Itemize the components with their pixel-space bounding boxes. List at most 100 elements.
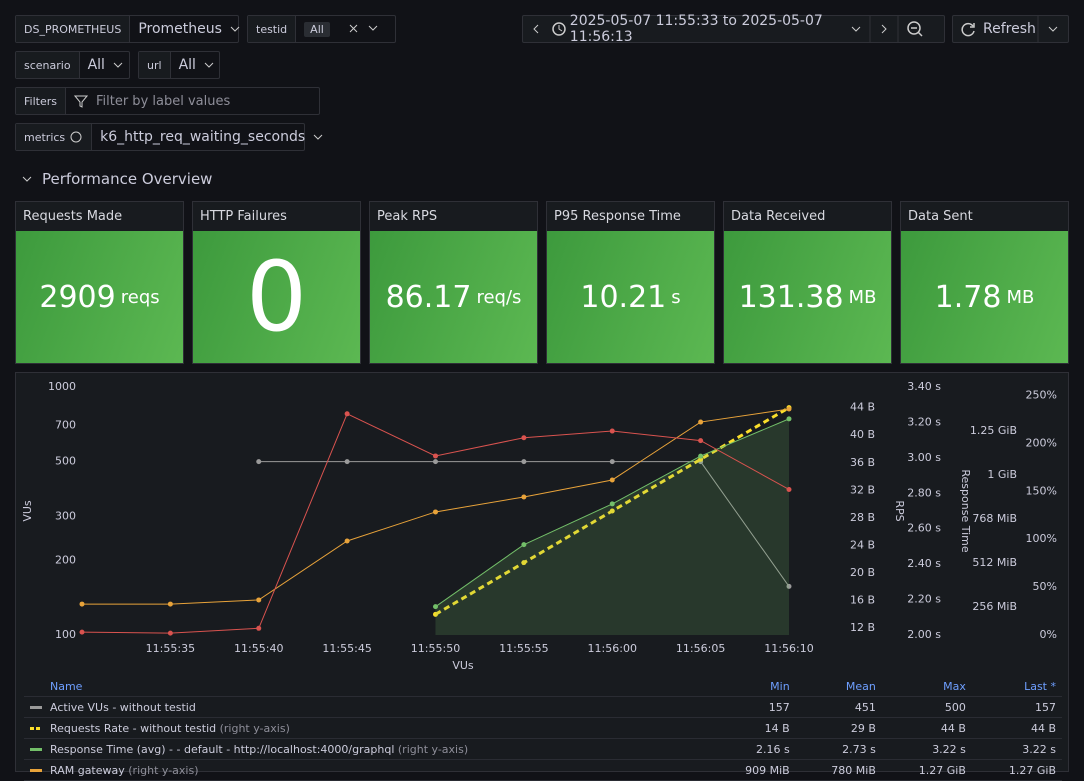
y2-tick-label: 20 B [850,566,875,579]
point [167,601,173,607]
legend-value: 157 [709,696,796,718]
legend-swatch [30,706,42,709]
section-header[interactable]: Performance Overview [22,170,212,188]
point [521,435,527,441]
stat-unit: s [671,286,681,308]
refresh[interactable]: Refresh [952,15,1069,43]
legend-swatch [30,748,42,751]
legend-value: 157 [971,696,1062,718]
chip: All [304,21,330,37]
legend-value: 909 MiB [709,759,796,781]
point [344,459,350,465]
x-tick-label: 11:55:40 [234,642,283,655]
legend-value: 3.22 s [881,738,972,760]
y5-tick-label: 150% [1026,484,1057,497]
legend-value: 1.27 GiB [881,759,972,781]
stat-value: 86.17 [385,279,472,315]
y2-axis-label: RPS [893,500,906,521]
stat-value: 131.38 [738,279,844,315]
value: Prometheus [138,21,222,37]
y3-tick-label: 3.00 s [907,451,941,464]
scenario-picker[interactable]: scenario All [15,51,130,79]
stat-title: Data Received [731,209,826,224]
point [344,538,350,544]
point [609,428,615,434]
stat-body: 0 [193,231,360,363]
legend-value: 44 B [881,717,972,739]
y-axis-label: VUs [21,500,34,522]
stat-body: 10.21 s [547,231,714,363]
y2-tick-label: 36 B [850,456,875,469]
y4-tick-label: 1.25 GiB [970,424,1017,437]
legend-header: Last * [971,676,1062,697]
point [256,625,262,631]
legend-value: 1.27 GiB [971,759,1062,781]
stat-panel: Requests Made 2909 reqs [15,201,184,364]
stat-panel: Data Sent 1.78 MB [900,201,1069,364]
chart: VUs VUs RPS Response Time 100 200 300 500 70… [21,380,1057,672]
section-title: Performance Overview [42,170,213,188]
y5-tick-label: 0% [1040,628,1057,641]
url-picker[interactable]: url All [138,51,220,79]
x-tick-label: 11:56:00 [588,642,637,655]
point [698,419,704,425]
legend-value: 780 MiB [795,759,882,781]
y2-tick-label: 44 B [850,401,875,414]
legend-name: RAM gateway [50,763,125,777]
legend: Name Min Mean Max Last * Active VUs - without… [24,676,1062,781]
x-axis-label: VUs [452,659,474,672]
y3-tick-label: 2.20 s [907,593,941,606]
stat-title: Requests Made [23,209,123,224]
legend-row: RAM gateway (right y-axis) 909 MiB 780 MiB… [24,759,1062,781]
point [521,560,527,566]
stat-title: Data Sent [908,209,973,224]
y3-tick-label: 2.40 s [907,557,941,570]
legend-name-cell: Active VUs - without testid [24,696,710,718]
point [521,542,527,548]
y3-axis-label: Response Time [959,469,972,552]
stat-value: 10.21 [580,279,667,315]
time-range: 2025-05-07 11:55:33 to 2025-05-07 11:56:… [569,13,823,45]
point [79,629,85,635]
legend-header: Min [709,676,796,697]
point [344,411,350,417]
point [521,459,527,465]
legend-value: 44 B [971,717,1062,739]
legend-value: 2.16 s [709,738,796,760]
time-picker[interactable]: 2025-05-07 11:55:33 to 2025-05-07 11:56:… [522,13,945,45]
point [609,459,615,465]
testid-picker[interactable]: testid All [247,15,396,43]
stat-value: 0 [245,241,308,353]
label: testid [248,16,297,42]
label: url [139,52,171,78]
value: All [87,57,105,73]
datasource-picker[interactable]: DS_PROMETHEUS Prometheus [15,15,240,43]
y2-tick-label: 12 B [850,621,875,634]
legend-row: Requests Rate - without testid (right y-… [24,717,1062,739]
point [698,438,704,444]
area [435,418,789,635]
stat-title: HTTP Failures [200,209,287,224]
stat-title: Peak RPS [377,209,438,224]
legend-note: (right y-axis) [397,742,469,756]
icons [349,24,378,33]
legend-note: (right y-axis) [219,721,290,735]
placeholder: Filter by label values [95,93,231,109]
legend-header: Name [24,676,710,697]
point [609,508,615,514]
filters[interactable]: Filters Filter by label values [15,87,320,115]
stat-body: 1.78 MB [901,231,1068,363]
stat-unit: req/s [476,286,522,308]
legend-value: 500 [881,696,972,718]
x-tick-label: 11:55:45 [322,642,371,655]
y4-tick-label: 768 MiB [972,512,1017,525]
legend-value: 29 B [795,717,882,739]
metrics-picker[interactable]: metrics k6_http_req_waiting_seconds [15,123,323,151]
y2-tick-label: 40 B [850,428,875,441]
x-tick-label: 11:56:05 [676,642,725,655]
x-tick-label: 11:56:10 [764,642,813,655]
legend-row: Response Time (avg) - - default - http:/… [24,738,1062,760]
point [786,583,792,589]
legend-value: 2.73 s [795,738,882,760]
y-tick-label: 100 [55,628,76,641]
